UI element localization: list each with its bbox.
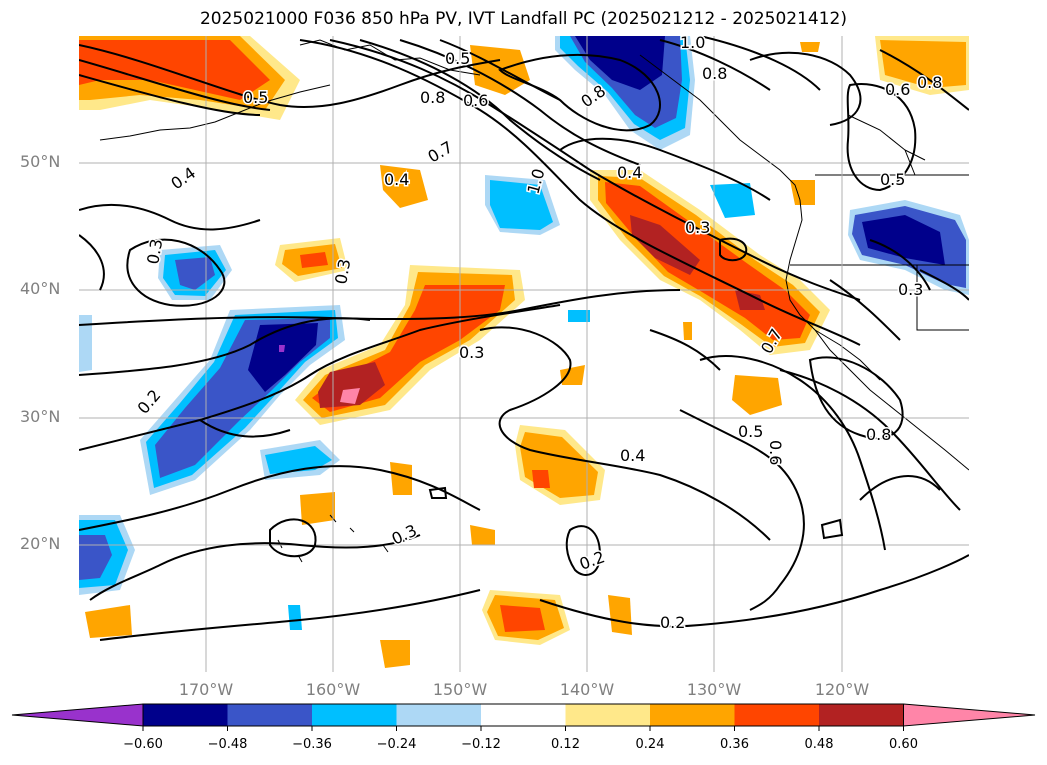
colorbar-tick-label: −0.12: [461, 737, 501, 752]
contour-label: 0.6: [885, 80, 910, 99]
contour-label: 0.8: [420, 88, 445, 107]
colorbar-segment: [819, 704, 904, 726]
pv-contours: [79, 36, 969, 641]
contour-label: 0.8: [702, 64, 727, 83]
contour-label: 1.0: [680, 33, 705, 52]
contour-label: 0.6: [766, 440, 785, 465]
colorbar-tick-label: 0.60: [889, 737, 918, 752]
colorbar-segment: [650, 704, 735, 726]
contour-label: 0.4: [617, 163, 642, 182]
colorbar-extend-low: [11, 703, 144, 727]
colorbar-tick-label: −0.36: [292, 737, 332, 752]
colorbar-tick-label: 0.36: [720, 737, 749, 752]
map-title: 2025021000 F036 850 hPa PV, IVT Landfall…: [199, 9, 847, 29]
positive-anomaly-shading: [79, 36, 969, 668]
negative-anomaly-shading: [79, 36, 969, 630]
contour-label: 0.4: [620, 446, 645, 465]
colorbar-segment: [227, 704, 312, 726]
colorbar-tick-label: −0.24: [376, 737, 417, 752]
colorbar-tick-label: −0.48: [207, 737, 248, 752]
lat-label-30n: 30°N: [20, 407, 61, 426]
lat-label-20n: 20°N: [20, 534, 61, 553]
colorbar-tick-label: −0.60: [123, 737, 163, 752]
lon-label-120w: 120°W: [814, 680, 870, 699]
contour-label: 0.5: [738, 422, 763, 441]
colorbar-segment: [143, 704, 228, 726]
contour-label: 0.3: [898, 280, 923, 299]
colorbar-segment: [396, 704, 481, 726]
colorbar-segment: [481, 704, 566, 726]
lon-label-150w: 150°W: [432, 680, 488, 699]
contour-label: 0.4: [384, 170, 409, 189]
contour-label: 0.8: [917, 73, 942, 92]
contour-label: 0.8: [866, 425, 891, 444]
lon-label-170w: 170°W: [178, 680, 234, 699]
colorbar-segment: [734, 704, 819, 726]
graticule: [79, 36, 969, 672]
contour-label: 0.2: [660, 613, 685, 632]
colorbar-segment: [565, 704, 650, 726]
lon-label-160w: 160°W: [305, 680, 361, 699]
pc-shading-layer: [79, 36, 969, 668]
lon-label-130w: 130°W: [686, 680, 742, 699]
lat-label-40n: 40°N: [20, 279, 61, 298]
lat-label-50n: 50°N: [20, 152, 61, 171]
colorbar-tick-label: 0.12: [551, 737, 580, 752]
lon-label-140w: 140°W: [559, 680, 615, 699]
contour-label: 0.5: [445, 49, 470, 68]
colorbar-tick-label: 0.24: [635, 737, 665, 752]
colorbar-extend-high: [903, 703, 1036, 727]
contour-label: 0.3: [459, 343, 484, 362]
colorbar-segment: [312, 704, 397, 726]
contour-label: 0.5: [243, 88, 268, 107]
contour-label: 0.5: [880, 170, 905, 189]
colorbar: [11, 703, 1036, 731]
contour-label: 0.6: [463, 91, 488, 110]
colorbar-tick-label: 0.48: [804, 737, 834, 752]
contour-label: 0.3: [685, 218, 710, 237]
